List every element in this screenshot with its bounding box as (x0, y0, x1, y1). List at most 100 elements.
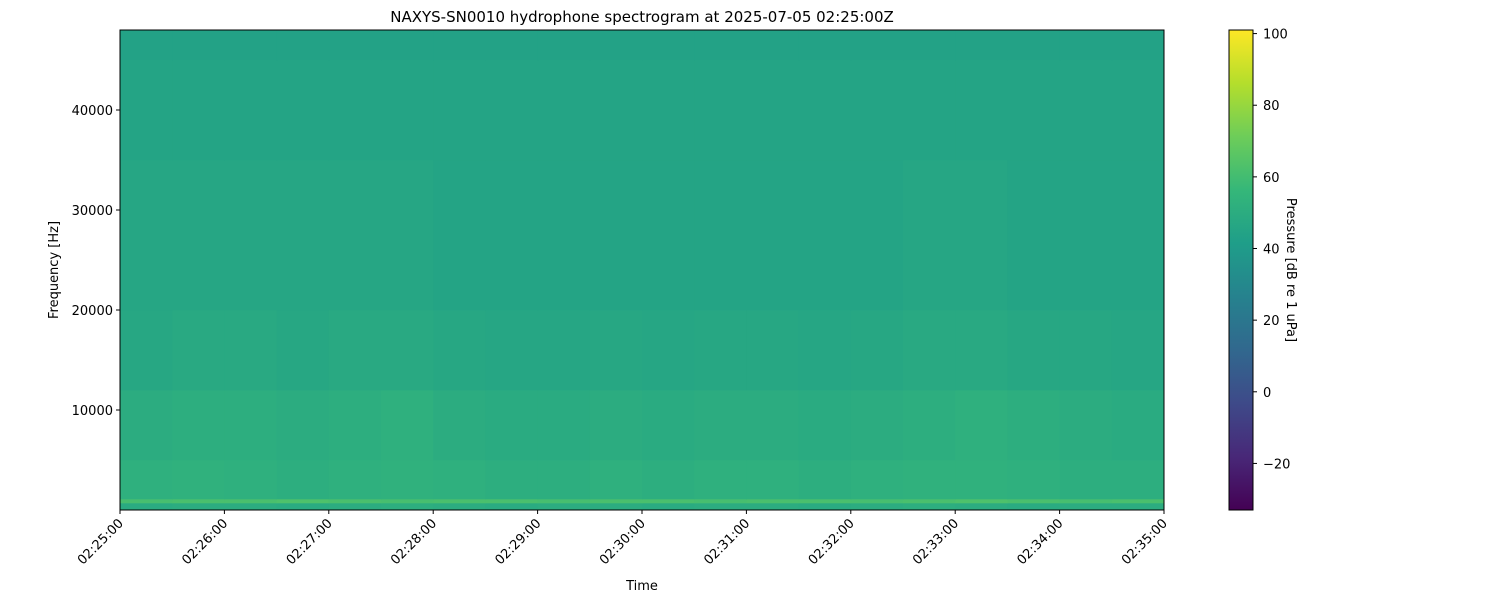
heatmap-cell (1059, 160, 1113, 311)
heatmap-cell (1007, 310, 1061, 391)
heatmap-cell (798, 503, 852, 511)
heatmap-cell (850, 60, 904, 161)
heatmap-cell (120, 499, 173, 504)
heatmap-cell (903, 30, 956, 61)
heatmap-cell (694, 460, 747, 500)
y-axis: 10000 20000 30000 40000 (72, 104, 120, 419)
heatmap-cell (850, 30, 904, 61)
heatmap-cell (224, 160, 278, 311)
y-tick-label: 20000 (72, 304, 113, 319)
heatmap-cell (120, 503, 173, 511)
colorbar (1228, 29, 1254, 511)
heatmap-cell (589, 30, 643, 61)
colorbar-label: Pressure [dB re 1 uPa] (1283, 198, 1298, 342)
heatmap-cell (120, 390, 173, 461)
heatmap-cell (1007, 160, 1061, 311)
colorbar-axis: −20 0 20 40 60 80 100 (1253, 28, 1290, 472)
heatmap-cell (381, 460, 434, 500)
heatmap-cell (1111, 460, 1165, 500)
heatmap-cell (120, 30, 173, 61)
heatmap-cell (746, 390, 800, 461)
heatmap-cell (746, 310, 800, 391)
y-tick-label: 10000 (72, 404, 113, 419)
x-tick-label: 02:31:00 (701, 516, 753, 568)
heatmap-cell (328, 503, 382, 511)
heatmap-cell (1111, 310, 1165, 391)
heatmap-cell (798, 310, 852, 391)
heatmap-cell (694, 310, 747, 391)
heatmap-cell (955, 503, 1008, 511)
heatmap-cell (172, 30, 225, 61)
heatmap-cells (120, 30, 1165, 511)
heatmap-cell (903, 310, 956, 391)
heatmap-cell (172, 310, 225, 391)
heatmap-cell (955, 160, 1008, 311)
heatmap-cell (120, 460, 173, 500)
heatmap-cell (224, 499, 278, 504)
colorbar-tick-label: 40 (1263, 243, 1280, 258)
heatmap-cell (955, 60, 1008, 161)
heatmap-cell (433, 503, 486, 511)
heatmap-cell (589, 503, 643, 511)
heatmap-cell (172, 390, 225, 461)
heatmap-cell (694, 503, 747, 511)
x-tick-label: 02:33:00 (910, 516, 962, 568)
heatmap-cell (381, 499, 434, 504)
heatmap-cell (276, 503, 330, 511)
heatmap-cell (903, 499, 956, 504)
heatmap-cell (224, 30, 278, 61)
heatmap-cell (798, 60, 852, 161)
x-tick-label: 02:27:00 (284, 516, 336, 568)
heatmap-cell (381, 310, 434, 391)
heatmap-cell (328, 499, 382, 504)
heatmap-cell (850, 390, 904, 461)
heatmap-cell (381, 503, 434, 511)
heatmap-cell (1007, 390, 1061, 461)
heatmap-cell (589, 460, 643, 500)
colorbar-tick-label: −20 (1263, 457, 1290, 472)
heatmap-cell (798, 160, 852, 311)
heatmap-cell (694, 499, 747, 504)
heatmap-cell (903, 60, 956, 161)
heatmap-cell (642, 160, 695, 311)
heatmap-cell (433, 60, 486, 161)
heatmap-cell (642, 390, 695, 461)
heatmap-cell (1111, 499, 1165, 504)
heatmap-cell (798, 30, 852, 61)
heatmap-cell (485, 503, 539, 511)
heatmap-cell (224, 503, 278, 511)
y-tick-label: 40000 (72, 104, 113, 119)
heatmap-cell (850, 460, 904, 500)
heatmap-cell (328, 390, 382, 461)
heatmap-cell (224, 390, 278, 461)
heatmap-cell (537, 160, 591, 311)
x-tick-label: 02:35:00 (1119, 516, 1171, 568)
heatmap-cell (328, 310, 382, 391)
colorbar-tick-label: 60 (1263, 171, 1280, 186)
heatmap-cell (485, 30, 539, 61)
x-tick-label: 02:34:00 (1015, 516, 1067, 568)
heatmap-cell (642, 60, 695, 161)
x-tick-label: 02:30:00 (597, 516, 649, 568)
heatmap-cell (850, 499, 904, 504)
heatmap-cell (1007, 60, 1061, 161)
heatmap-cell (433, 30, 486, 61)
heatmap-cell (955, 460, 1008, 500)
heatmap-cell (276, 460, 330, 500)
heatmap-cell (172, 460, 225, 500)
heatmap-cell (120, 160, 173, 311)
heatmap-cell (903, 160, 956, 311)
heatmap-cell (381, 30, 434, 61)
heatmap-cell (903, 503, 956, 511)
heatmap-cell (694, 160, 747, 311)
heatmap-cell (903, 460, 956, 500)
heatmap-cell (589, 390, 643, 461)
heatmap-cell (537, 390, 591, 461)
heatmap-cell (120, 60, 173, 161)
heatmap-cell (746, 160, 800, 311)
heatmap-cell (381, 60, 434, 161)
heatmap-cell (694, 390, 747, 461)
x-tick-label: 02:26:00 (179, 516, 231, 568)
heatmap-cell (276, 499, 330, 504)
heatmap-cell (485, 390, 539, 461)
